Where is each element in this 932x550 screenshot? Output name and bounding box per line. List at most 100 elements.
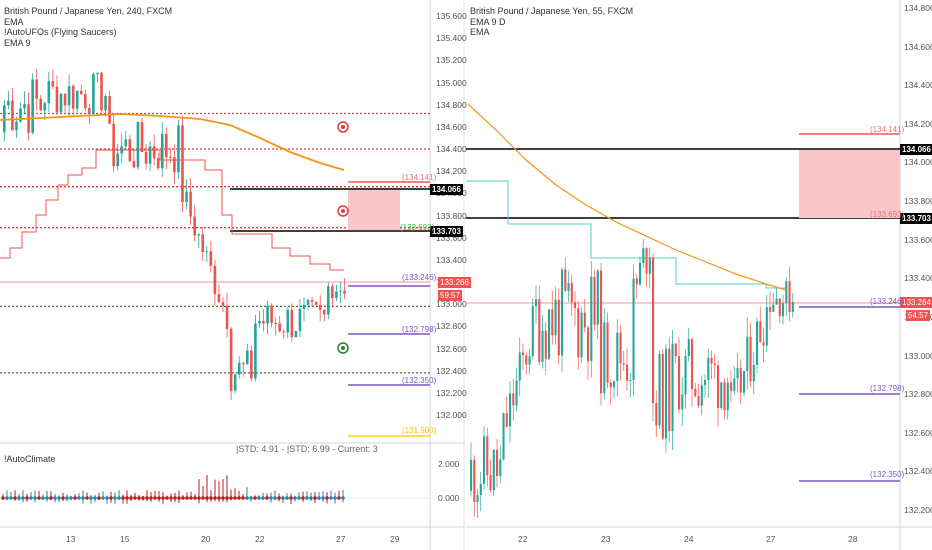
candle-body bbox=[225, 305, 229, 329]
candle-body bbox=[775, 298, 778, 305]
climate-dot bbox=[329, 496, 333, 500]
candle-body bbox=[678, 356, 681, 410]
time-tick-label: 27 bbox=[766, 534, 776, 544]
autoclimate-title[interactable]: !AutoClimate bbox=[4, 454, 56, 464]
price-tick-label: 132.200 bbox=[904, 505, 932, 515]
candle-body bbox=[160, 133, 164, 169]
candle-body bbox=[343, 290, 346, 294]
climate-dot bbox=[113, 496, 117, 500]
left-chart-title: British Pound / Japanese Yen, 240, FXCM bbox=[4, 6, 173, 16]
right-chart-panel[interactable]: British Pound / Japanese Yen, 55, FXCM E… bbox=[466, 0, 932, 550]
price-tick-label: 134.200 bbox=[904, 118, 932, 129]
candle-body bbox=[538, 299, 541, 362]
candle-body bbox=[609, 382, 612, 388]
candle-body bbox=[11, 100, 14, 131]
time-tick-label: 28 bbox=[848, 534, 858, 544]
candle-body bbox=[92, 74, 95, 114]
time-tick-label: 23 bbox=[601, 534, 611, 544]
candle-body bbox=[197, 234, 200, 236]
left-level-red-label: (134.141) bbox=[402, 173, 437, 182]
ema-orange-line bbox=[467, 103, 787, 291]
right-level-purple3-label: (132.350) bbox=[870, 470, 905, 479]
candle-body bbox=[258, 320, 261, 324]
candle-body bbox=[100, 72, 103, 111]
candle-body bbox=[548, 309, 551, 359]
candle-body bbox=[55, 86, 59, 113]
candle-body bbox=[104, 96, 107, 111]
climate-dot bbox=[61, 496, 65, 500]
candle-body bbox=[736, 367, 739, 379]
candle-body bbox=[778, 298, 781, 317]
candle-body bbox=[739, 367, 742, 393]
time-tick-label: 29 bbox=[390, 534, 400, 544]
candle-body bbox=[79, 90, 83, 95]
indicator-ema-label[interactable]: EMA bbox=[4, 16, 24, 27]
climate-dot bbox=[121, 496, 125, 500]
candle-body bbox=[486, 436, 489, 475]
price-tick-label: 133.600 bbox=[904, 234, 932, 245]
right-chart-canvas[interactable] bbox=[466, 0, 932, 550]
right-level-red-label: (134.141) bbox=[870, 125, 905, 134]
climate-dot bbox=[49, 496, 53, 500]
candle-body bbox=[528, 356, 531, 365]
candle-body bbox=[515, 380, 518, 406]
candle-body bbox=[136, 122, 140, 168]
price-tick-label: 133.800 bbox=[436, 210, 467, 221]
candle-body bbox=[489, 474, 492, 491]
left-chart-canvas[interactable] bbox=[0, 0, 465, 550]
indicator-ema-label-right[interactable]: EMA bbox=[470, 27, 490, 37]
candle-body bbox=[318, 304, 322, 310]
candle-body bbox=[483, 436, 486, 484]
climate-dot bbox=[165, 496, 169, 500]
climate-dot bbox=[249, 496, 253, 500]
climate-dot bbox=[181, 496, 185, 500]
ema-orange-line bbox=[0, 113, 345, 171]
climate-dot bbox=[9, 496, 13, 500]
indicator-autoufos-label[interactable]: !AutoUFOs (Flying Saucers) bbox=[4, 27, 117, 37]
time-tick-label: 24 bbox=[684, 534, 694, 544]
candle-body bbox=[7, 100, 10, 106]
candle-body bbox=[148, 146, 152, 164]
candle-body bbox=[551, 309, 554, 336]
price-tick-label: 132.600 bbox=[436, 343, 467, 354]
candle-body bbox=[590, 277, 593, 362]
time-tick-label: 22 bbox=[518, 534, 528, 544]
climate-dot bbox=[57, 496, 61, 500]
candle-body bbox=[156, 158, 160, 169]
ufo-red-icon bbox=[337, 205, 349, 217]
price-tick-label: 134.800 bbox=[436, 99, 467, 110]
time-tick-label: 20 bbox=[201, 534, 211, 544]
candle-body bbox=[233, 374, 237, 391]
climate-dot bbox=[229, 496, 233, 500]
candle-body bbox=[262, 320, 265, 324]
candle-body bbox=[492, 449, 495, 491]
candle-body bbox=[310, 300, 314, 302]
climate-dot bbox=[145, 496, 149, 500]
price-tick-label: 132.800 bbox=[904, 389, 932, 400]
candle-body bbox=[616, 332, 619, 382]
candle-body bbox=[720, 382, 723, 409]
candle-body bbox=[327, 286, 330, 315]
indicator-ema9-label[interactable]: EMA 9 bbox=[4, 37, 31, 48]
candle-body bbox=[505, 413, 508, 427]
candle-body bbox=[577, 308, 580, 358]
left-level-purple1-label: (133.246) bbox=[402, 273, 437, 282]
candle-body bbox=[606, 322, 609, 383]
climate-dot bbox=[125, 496, 129, 500]
climate-dot bbox=[137, 496, 141, 500]
right-level-black1-tag: 134.066 bbox=[900, 144, 932, 155]
candle-body bbox=[535, 299, 538, 307]
price-tick-label: 132.200 bbox=[436, 387, 467, 398]
indicator-ema9d-label[interactable]: EMA 9 D bbox=[470, 16, 506, 27]
left-level-black2-tag: 133.703 bbox=[430, 226, 463, 237]
candle-body bbox=[124, 139, 128, 147]
candle-body bbox=[51, 81, 55, 87]
candle-body bbox=[43, 103, 47, 111]
candle-body bbox=[587, 327, 590, 362]
price-tick-label: 135.000 bbox=[436, 77, 467, 88]
left-chart-panel[interactable]: British Pound / Japanese Yen, 240, FXCM … bbox=[0, 0, 471, 550]
candle-body bbox=[583, 312, 586, 328]
candle-body bbox=[648, 257, 651, 274]
climate-dot bbox=[85, 496, 89, 500]
candle-body bbox=[193, 216, 196, 236]
